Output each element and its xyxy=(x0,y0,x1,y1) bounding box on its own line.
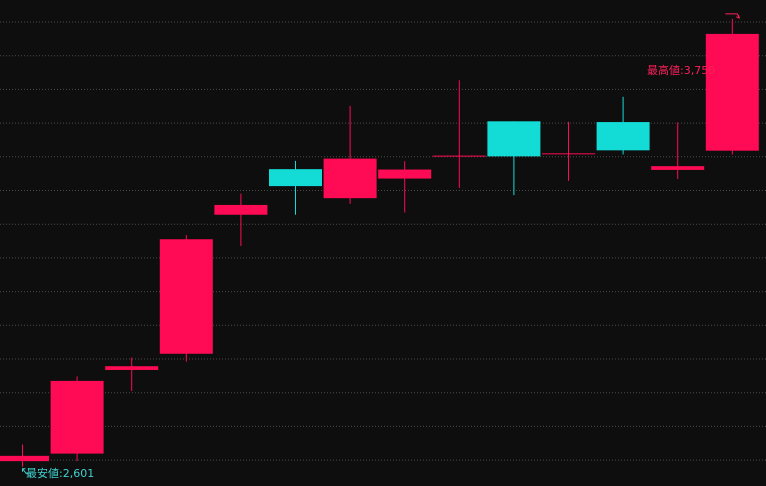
candle-body xyxy=(705,33,759,151)
candle-body xyxy=(651,166,705,170)
annotation-arrows xyxy=(22,13,741,475)
candle-body xyxy=(269,169,322,187)
highest-value-label: 最高値:3,750 xyxy=(647,64,716,77)
low-arrow xyxy=(22,468,31,475)
low-arrowhead xyxy=(22,468,26,472)
candle-body xyxy=(159,239,213,354)
candle-body xyxy=(323,158,377,199)
candle-body xyxy=(542,153,595,155)
candle-body xyxy=(487,121,541,157)
candles xyxy=(0,18,759,467)
lowest-value-label: 最安値:2,601 xyxy=(26,467,95,480)
candle-body xyxy=(50,380,104,454)
candle-body xyxy=(596,122,650,151)
high-arrowhead xyxy=(736,14,741,19)
candle-body xyxy=(0,455,49,462)
candle-body xyxy=(378,169,432,179)
candle-body xyxy=(214,204,268,215)
gridlines xyxy=(0,21,766,461)
candle-body xyxy=(105,366,159,370)
candle-body xyxy=(432,155,486,157)
